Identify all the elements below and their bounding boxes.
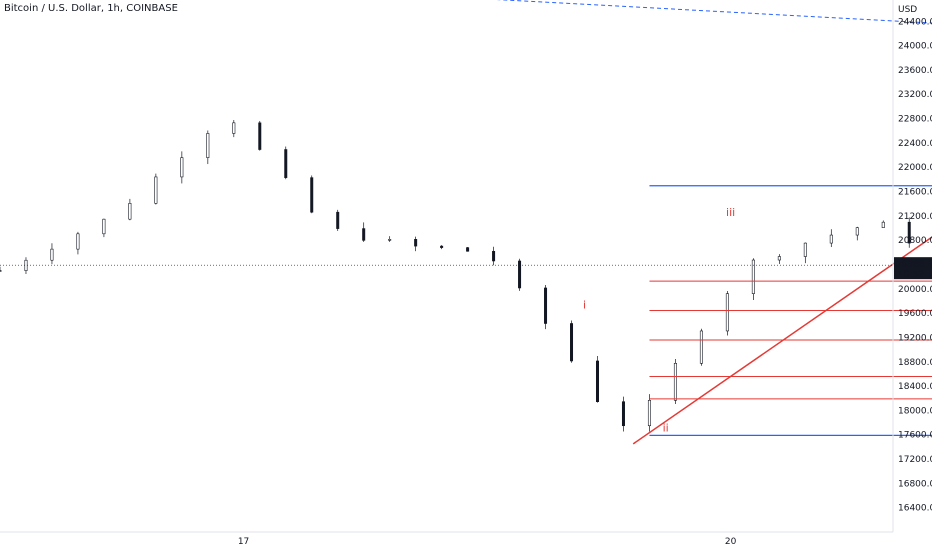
price-tick-label: 24000.00 [898,42,932,52]
candle-body [777,256,781,261]
price-tick-label: 17600.00 [898,431,932,441]
chart-title: Bitcoin / U.S. Dollar, 1h, COINBASE [4,3,178,14]
wave-paths-layer [632,236,932,445]
price-tick-label: 20000.00 [898,285,932,295]
price-tick-label: 22800.00 [898,115,932,125]
candle-body [907,221,911,244]
candle-body [570,323,574,362]
candle-body [829,234,833,244]
price-tick-label: 19200.00 [898,333,932,343]
last-price-value: 20388.64 [896,260,932,270]
wave-label: iii [726,206,735,219]
price-tick-label: 22400.00 [898,139,932,149]
candle-body [128,203,132,220]
candle-body [673,363,677,401]
last-price-timer: 10:52 [898,270,924,280]
price-tick-label: 17200.00 [898,455,932,465]
candle-body [388,239,392,241]
candle-body [336,211,340,229]
currency-label: USD [898,5,917,15]
price-tick-label: 16400.00 [898,504,932,514]
candle-body [881,221,885,228]
price-tick-label: 24400.00 [898,17,932,27]
price-tick-label: 19600.00 [898,309,932,319]
candle-body [362,228,366,241]
candle-body [595,360,599,402]
price-tick-label: 23600.00 [898,66,932,76]
candle-body [284,149,288,178]
candle-body [855,227,859,236]
time-axis[interactable]: 172022242729Jul4681113151820 [0,531,932,547]
candle-body [725,293,729,332]
candle-body [803,242,807,257]
trendline-layer [496,0,932,24]
candle-body [751,259,755,294]
price-tick-label: 20800.00 [898,236,932,246]
price-tick-label: 18000.00 [898,406,932,416]
candle-body [0,270,2,272]
price-tick-label: 18400.00 [898,382,932,392]
candle-body [154,176,158,204]
candle-body [440,245,444,248]
fib-levels-layer: 0(22490.54)0.618(20569.80)0.786(20047.65… [649,185,932,436]
candle-body [24,259,28,271]
time-tick-label: 17 [238,537,249,547]
price-tick-label: 18800.00 [898,358,932,368]
candles-layer [0,120,911,432]
candle-body [621,401,625,427]
candle-body [466,247,470,252]
candle-body [258,122,262,150]
candle-body [76,233,80,250]
candle-body [699,330,703,364]
candle-body [310,177,314,213]
last-price-box [894,257,932,280]
wave-label: ii [663,422,669,435]
dashed-trendline [496,0,932,24]
wave-label: i [583,298,586,311]
time-tick-label: 20 [725,537,737,547]
candle-body [518,260,522,289]
candle-body [206,133,210,158]
wave-labels-layer: A or 1vbiiiivaiiiab(a)(b)iiiiiiivv(c)B o… [583,206,735,435]
candle-body [414,239,418,247]
price-tick-label: 23200.00 [898,90,932,100]
candle-body [544,287,548,324]
impulse-wave-path [632,236,932,445]
candle-body [232,122,236,134]
candle-body [180,157,184,178]
candle-body [492,250,496,262]
price-tick-label: 22000.00 [898,163,932,173]
candle-body [647,400,651,427]
price-tick-label: 21600.00 [898,188,932,198]
price-tick-label: 21200.00 [898,212,932,222]
candle-body [50,248,54,261]
last-price-tag: 20388.6410:52 [0,257,932,280]
candle-body [102,218,106,235]
price-tick-label: 16800.00 [898,479,932,489]
